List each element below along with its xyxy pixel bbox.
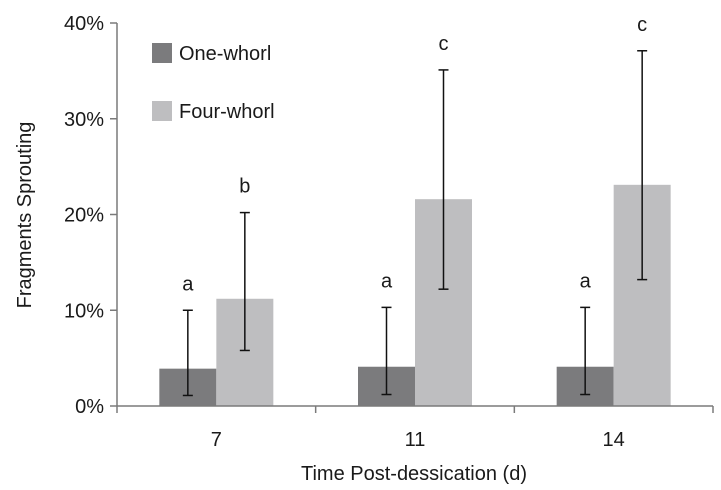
x-tick-label: 11 [405, 429, 426, 451]
y-axis-title: Fragments Sprouting [14, 122, 36, 309]
significance-letter: a [182, 273, 194, 295]
legend-label: One-whorl [179, 43, 271, 65]
axes [116, 23, 713, 407]
legend-swatch [152, 43, 172, 63]
legend: One-whorl Four-whorl [152, 43, 275, 123]
legend-swatch [152, 101, 172, 121]
significance-letter: a [381, 270, 393, 292]
y-tick-label: 30% [64, 109, 104, 131]
significance-letter: b [239, 176, 250, 198]
legend-label: Four-whorl [179, 101, 275, 123]
significance-letter: a [580, 270, 592, 292]
significance-labels: a a a b c c [182, 14, 647, 295]
y-tick-label: 0% [75, 396, 104, 418]
x-axis-ticks: 7 11 14 [116, 406, 714, 451]
y-axis-ticks: 0% 10% 20% 30% 40% [64, 13, 117, 418]
x-tick-label: 7 [211, 429, 222, 451]
y-tick-label: 40% [64, 13, 104, 35]
significance-letter: c [439, 33, 449, 55]
x-tick-label: 14 [603, 429, 625, 451]
bars [159, 184, 671, 406]
significance-letter: c [637, 14, 647, 36]
y-tick-label: 20% [64, 205, 104, 227]
error-bars [182, 50, 648, 397]
y-tick-label: 10% [64, 300, 104, 322]
x-axis-title: Time Post-dessication (d) [301, 463, 527, 485]
